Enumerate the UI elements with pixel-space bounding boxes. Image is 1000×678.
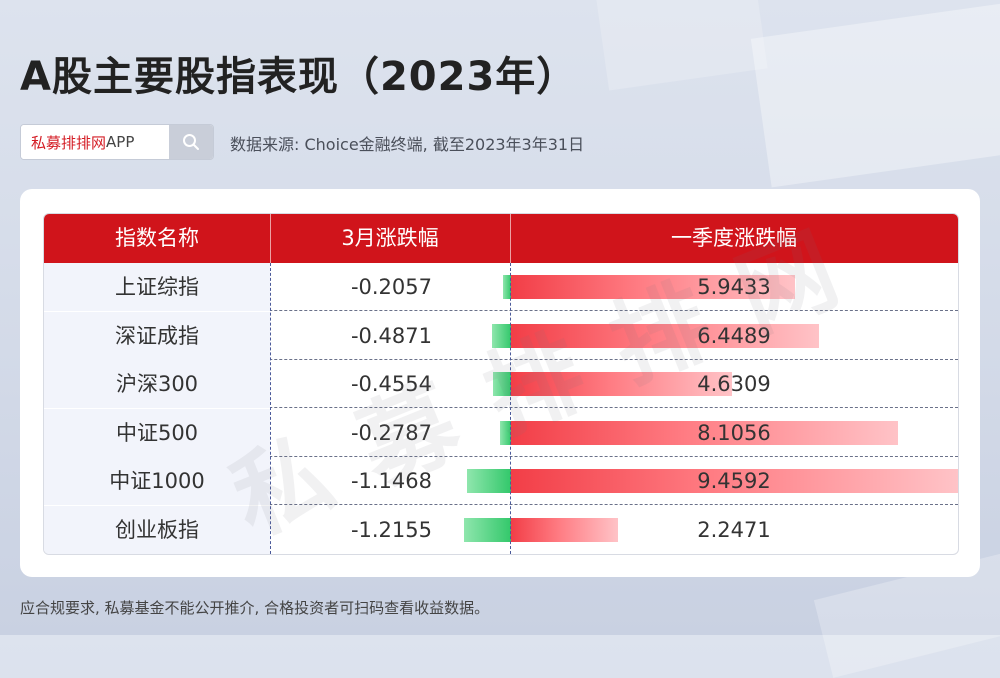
march-change-value: -1.1468 bbox=[350, 469, 432, 493]
q1-change-value: 6.4489 bbox=[697, 323, 771, 348]
index-performance-table: 指数名称 3月涨跌幅 一季度涨跌幅 上证综指 -0.2057 5.9433 深证成指 -… bbox=[43, 213, 959, 555]
compliance-footer: 应合规要求, 私募基金不能公开推介, 合格投资者可扫码查看收益数据。 bbox=[20, 599, 490, 617]
march-change-value: -0.4871 bbox=[350, 323, 432, 348]
march-change-bar bbox=[464, 517, 511, 542]
column-header-q1: 一季度涨跌幅 bbox=[671, 226, 797, 250]
search-input[interactable]: 私募排排网 APP bbox=[21, 125, 169, 159]
march-change-bar bbox=[492, 323, 511, 348]
search-icon bbox=[183, 134, 199, 150]
table-row: 创业板指 -1.2155 2.2471 bbox=[44, 505, 958, 554]
q1-change-bar bbox=[511, 517, 619, 542]
table-row: 中证1000 -1.1468 9.4592 bbox=[44, 457, 958, 505]
q1-change-bar bbox=[511, 420, 899, 445]
q1-change-value: 4.6309 bbox=[697, 372, 771, 396]
background-shape bbox=[750, 2, 1000, 188]
header-divider bbox=[270, 214, 271, 263]
index-name-cell: 创业板指 bbox=[44, 505, 270, 554]
column-header-march: 3月涨跌幅 bbox=[341, 226, 439, 250]
search-button[interactable] bbox=[169, 125, 213, 159]
zero-axis-line bbox=[510, 263, 511, 554]
index-name-cell: 沪深300 bbox=[44, 360, 270, 408]
table-header: 指数名称 3月涨跌幅 一季度涨跌幅 bbox=[44, 214, 958, 263]
index-name-cell: 中证1000 bbox=[44, 457, 270, 505]
table-row: 中证500 -0.2787 8.1056 bbox=[44, 408, 958, 457]
march-change-value: -0.2787 bbox=[350, 420, 432, 445]
q1-change-bar bbox=[511, 275, 796, 299]
march-change-value: -0.2057 bbox=[350, 275, 432, 299]
table-row: 深证成指 -0.4871 6.4489 bbox=[44, 311, 958, 360]
march-change-bar bbox=[493, 372, 511, 396]
data-source-note: 数据来源: Choice金融终端, 截至2023年3年31日 bbox=[230, 135, 585, 154]
search-brand-text: 私募排排网 bbox=[31, 133, 107, 152]
table-row: 沪深300 -0.4554 4.6309 bbox=[44, 360, 958, 408]
table-row: 上证综指 -0.2057 5.9433 bbox=[44, 263, 958, 311]
march-change-value: -1.2155 bbox=[350, 517, 432, 542]
q1-change-value: 2.2471 bbox=[697, 517, 771, 542]
march-change-value: -0.4554 bbox=[350, 372, 432, 396]
column-divider bbox=[270, 263, 271, 554]
index-name-cell: 中证500 bbox=[44, 408, 270, 457]
background-shape bbox=[592, 0, 768, 91]
q1-change-bar bbox=[511, 323, 820, 348]
page-title: A股主要股指表现（2023年） bbox=[20, 54, 578, 100]
march-change-bar bbox=[503, 275, 511, 299]
march-change-bar bbox=[466, 469, 511, 493]
table-card: 指数名称 3月涨跌幅 一季度涨跌幅 上证综指 -0.2057 5.9433 深证成指 -… bbox=[20, 189, 980, 577]
march-change-bar bbox=[500, 420, 511, 445]
index-name-cell: 深证成指 bbox=[44, 311, 270, 360]
q1-change-bar bbox=[511, 372, 733, 396]
header-divider bbox=[510, 214, 511, 263]
q1-change-bar bbox=[511, 469, 958, 493]
search-box[interactable]: 私募排排网 APP bbox=[20, 124, 214, 160]
search-suffix-text: APP bbox=[106, 133, 135, 151]
index-name-cell: 上证综指 bbox=[44, 263, 270, 311]
column-header-name: 指数名称 bbox=[115, 226, 199, 250]
q1-change-value: 9.4592 bbox=[697, 469, 771, 493]
q1-change-value: 8.1056 bbox=[697, 420, 771, 445]
q1-change-value: 5.9433 bbox=[697, 275, 771, 299]
